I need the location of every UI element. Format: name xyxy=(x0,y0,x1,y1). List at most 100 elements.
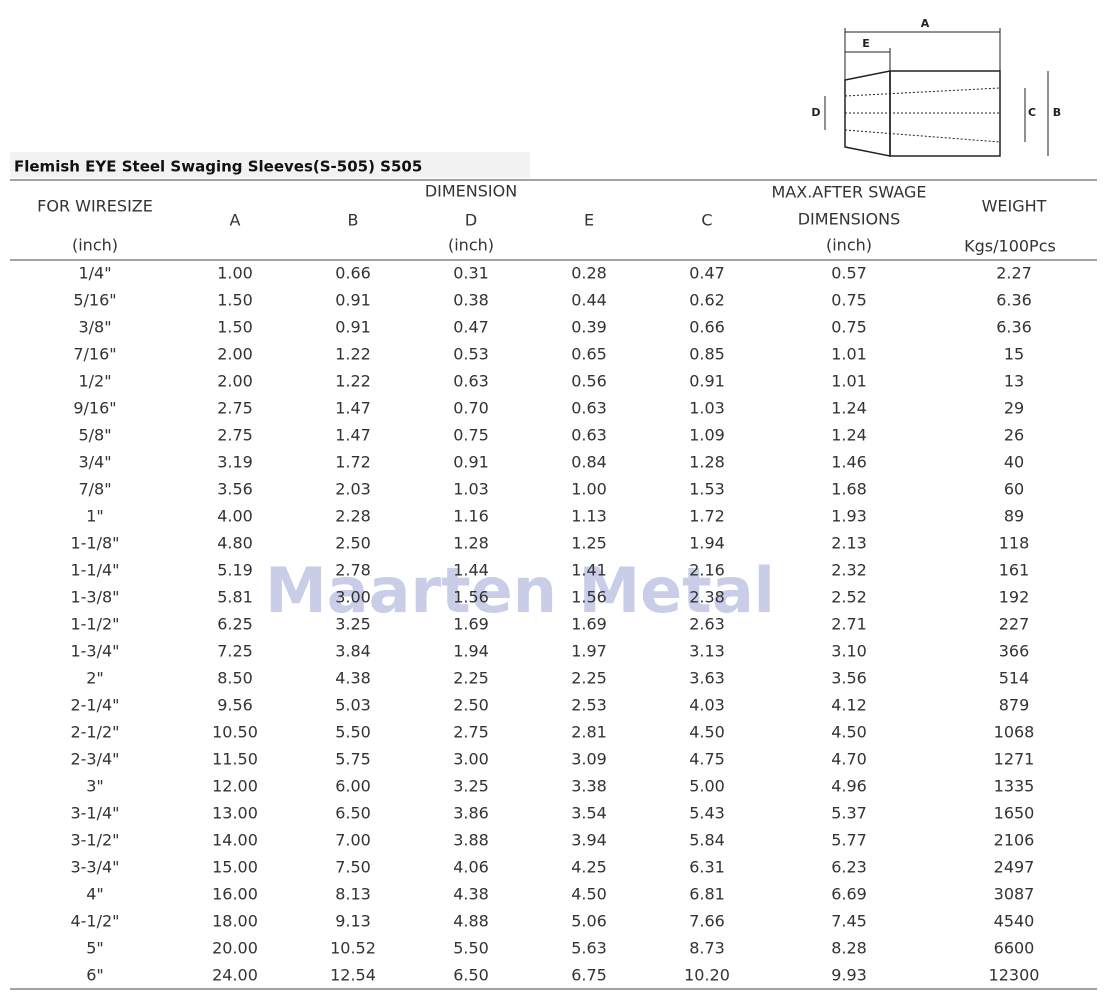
cell: 1.93 xyxy=(831,507,867,526)
cell: 3.86 xyxy=(453,804,489,823)
cell: 0.91 xyxy=(335,291,371,310)
cell: 2.75 xyxy=(217,426,253,445)
cell: 5.50 xyxy=(453,939,489,958)
cell: 5.84 xyxy=(689,831,725,850)
cell: 0.53 xyxy=(453,345,489,364)
cell: 3.19 xyxy=(217,453,253,472)
cell: 6.36 xyxy=(996,318,1032,337)
column-header: E xyxy=(584,211,594,230)
cell: 1.00 xyxy=(571,480,607,499)
cell: 10.52 xyxy=(330,939,376,958)
cell: 0.56 xyxy=(571,372,607,391)
cell: 3.00 xyxy=(335,588,371,607)
cell: 1.01 xyxy=(831,345,867,364)
cell: 2.50 xyxy=(453,696,489,715)
cell: 0.39 xyxy=(571,318,607,337)
cell: 2.75 xyxy=(453,723,489,742)
column-header: A xyxy=(230,211,241,230)
cell: 1.50 xyxy=(217,318,253,337)
cell: 5/8" xyxy=(78,426,111,445)
cell: 4.50 xyxy=(831,723,867,742)
cell: 5" xyxy=(86,939,104,958)
label: B xyxy=(1053,106,1061,119)
cell: 1.25 xyxy=(571,534,607,553)
cell: 10.20 xyxy=(684,966,730,985)
cell: 24.00 xyxy=(212,966,258,985)
cell: 1.94 xyxy=(689,534,725,553)
cell: 5.63 xyxy=(571,939,607,958)
cell: 14.00 xyxy=(212,831,258,850)
cell: 0.47 xyxy=(453,318,489,337)
cell: 5/16" xyxy=(73,291,116,310)
cell: 3" xyxy=(86,777,104,796)
cell: 0.70 xyxy=(453,399,489,418)
cell: 1.03 xyxy=(453,480,489,499)
cell: 5.37 xyxy=(831,804,867,823)
cell: 1-3/4" xyxy=(70,642,119,661)
cell: 1.28 xyxy=(689,453,725,472)
header: MAX.AFTER SWAGE xyxy=(771,183,926,202)
cell: 3/4" xyxy=(78,453,111,472)
cell: 6.50 xyxy=(453,966,489,985)
cell: 2-1/2" xyxy=(70,723,119,742)
cell: 6.31 xyxy=(689,858,725,877)
watermark: Maarten Metal xyxy=(265,554,775,627)
cell: 2.71 xyxy=(831,615,867,634)
cell: 5.19 xyxy=(217,561,253,580)
cell: 9.13 xyxy=(335,912,371,931)
cell: 7.45 xyxy=(831,912,867,931)
cell: 2497 xyxy=(994,858,1035,877)
cell: 0.28 xyxy=(571,264,607,283)
cell: 5.81 xyxy=(217,588,253,607)
cell: 2.78 xyxy=(335,561,371,580)
cell: 1.22 xyxy=(335,372,371,391)
cell: 6.75 xyxy=(571,966,607,985)
cell: 2.52 xyxy=(831,588,867,607)
header: (inch) xyxy=(448,236,494,255)
title: Flemish EYE Steel Swaging Sleeves(S-505)… xyxy=(14,158,422,176)
column-header: C xyxy=(701,211,712,230)
cell: 3.09 xyxy=(571,750,607,769)
cell: 2.16 xyxy=(689,561,725,580)
header: (inch) xyxy=(72,236,118,255)
cell: 1.16 xyxy=(453,507,489,526)
cell: 1.22 xyxy=(335,345,371,364)
cell: 60 xyxy=(1004,480,1024,499)
cell: 4540 xyxy=(994,912,1035,931)
cell: 2-1/4" xyxy=(70,696,119,715)
cell: 7/8" xyxy=(78,480,111,499)
column-header: B xyxy=(348,211,359,230)
cell: 0.63 xyxy=(571,426,607,445)
cell: 16.00 xyxy=(212,885,258,904)
cell: 7.66 xyxy=(689,912,725,931)
cell: 2.25 xyxy=(571,669,607,688)
cell: 1-1/4" xyxy=(70,561,119,580)
cell: 1.28 xyxy=(453,534,489,553)
cell: 0.31 xyxy=(453,264,489,283)
cell: 2.25 xyxy=(453,669,489,688)
cell: 1.56 xyxy=(571,588,607,607)
cell: 1.94 xyxy=(453,642,489,661)
cell: 8.73 xyxy=(689,939,725,958)
cell: 13 xyxy=(1004,372,1024,391)
cell: 3.25 xyxy=(335,615,371,634)
cell: 7.50 xyxy=(335,858,371,877)
cell: 4.06 xyxy=(453,858,489,877)
header: DIMENSIONS xyxy=(798,210,901,229)
cell: 227 xyxy=(999,615,1030,634)
label: A xyxy=(921,17,930,30)
cell: 3.00 xyxy=(453,750,489,769)
cell: 4.70 xyxy=(831,750,867,769)
cell: 4.50 xyxy=(571,885,607,904)
label: C xyxy=(1028,106,1036,119)
cell: 3-3/4" xyxy=(70,858,119,877)
cell: 0.91 xyxy=(335,318,371,337)
cell: 9/16" xyxy=(73,399,116,418)
cell: 2.32 xyxy=(831,561,867,580)
cell: 12.54 xyxy=(330,966,376,985)
cell: 5.03 xyxy=(335,696,371,715)
cell: 1.00 xyxy=(217,264,253,283)
cell: 1.13 xyxy=(571,507,607,526)
cell: 3-1/4" xyxy=(70,804,119,823)
